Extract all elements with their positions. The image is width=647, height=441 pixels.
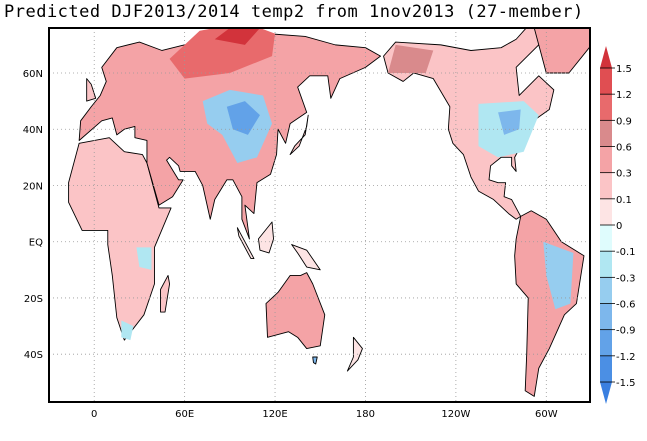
land-layer bbox=[68, 28, 590, 397]
great-britain-landmass bbox=[86, 78, 97, 102]
colorbar-label: 1.2 bbox=[616, 90, 632, 101]
colorbar-label: -1.2 bbox=[616, 352, 636, 363]
new-guinea-landmass bbox=[291, 244, 321, 271]
colorbar-swatch bbox=[600, 198, 612, 226]
colorbar-swatch bbox=[600, 303, 612, 331]
colorbar-swatch bbox=[600, 329, 612, 357]
colorbar-swatch bbox=[600, 355, 612, 383]
lat-tick-label: 20S bbox=[24, 294, 43, 305]
lon-tick-label: 180 bbox=[356, 409, 375, 420]
colorbar-label: -0.3 bbox=[616, 273, 636, 284]
lat-tick-label: 20N bbox=[23, 181, 43, 192]
lon-tick-label: 120E bbox=[262, 409, 287, 420]
colorbar-label: -0.9 bbox=[616, 326, 636, 337]
map-frame bbox=[48, 27, 591, 403]
lat-tick-label: 60N bbox=[23, 69, 43, 80]
arctic-strong-anomaly bbox=[214, 28, 260, 45]
north-america-landmass bbox=[383, 28, 557, 220]
east-africa-cold-anomaly bbox=[136, 247, 152, 270]
colorbar-upper-arrow bbox=[600, 46, 612, 68]
tasmania-landmass bbox=[312, 356, 318, 365]
colorbar-lower-arrow bbox=[600, 382, 612, 404]
lat-tick-label: EQ bbox=[29, 238, 43, 249]
southern-africa-cold-anomaly bbox=[121, 320, 134, 341]
colorbar-label: 0.9 bbox=[616, 116, 632, 127]
colorbar-label: -0.1 bbox=[616, 247, 636, 258]
brazil-cold-anomaly bbox=[543, 241, 574, 310]
lat-tick-label: 40S bbox=[24, 350, 43, 361]
great-lakes-cold-core bbox=[498, 109, 521, 135]
central-asia-core-cold bbox=[226, 101, 260, 135]
colorbar-swatch bbox=[600, 251, 612, 278]
colorbar-label: 1.5 bbox=[616, 64, 632, 75]
colorbar-label: 0.6 bbox=[616, 143, 632, 154]
colorbar-swatch bbox=[600, 172, 612, 200]
greenland-landmass bbox=[533, 28, 590, 74]
colorbar-swatch bbox=[600, 68, 612, 95]
colorbar-swatch bbox=[600, 146, 612, 174]
lon-tick-label: 60W bbox=[535, 409, 558, 420]
colorbar-label: 0 bbox=[616, 221, 622, 232]
colorbar-label: 0.3 bbox=[616, 169, 632, 180]
borneo-landmass bbox=[258, 221, 274, 254]
sumatra-landmass bbox=[236, 227, 255, 260]
colorbar-swatch bbox=[600, 277, 612, 304]
colorbar-label: -1.5 bbox=[616, 378, 636, 389]
colorbar-label: 0.1 bbox=[616, 195, 632, 206]
japan-landmass bbox=[289, 114, 309, 155]
colorbar-swatch bbox=[600, 94, 612, 121]
lon-tick-label: 60E bbox=[175, 409, 194, 420]
colorbar-swatch bbox=[600, 120, 612, 147]
madagascar-landmass bbox=[160, 275, 171, 313]
alaska-warm-anomaly bbox=[388, 44, 434, 73]
south-america-landmass bbox=[514, 210, 585, 397]
new-zealand-landmass bbox=[346, 336, 363, 372]
lat-tick-label: 40N bbox=[23, 125, 43, 136]
colorbar-label: -0.6 bbox=[616, 300, 636, 311]
map-title: Predicted DJF2013/2014 temp2 from 1nov20… bbox=[4, 2, 584, 22]
lon-tick-label: 120W bbox=[441, 409, 470, 420]
colorbar-swatch bbox=[600, 225, 612, 252]
australia-landmass bbox=[265, 272, 326, 350]
colorbar: 1.5 1.2 0.9 0.6 0.3 0.1 0 -0.1 -0.3 -0.6 -0.9 -1.2 -… bbox=[600, 46, 636, 404]
lon-tick-label: 0 bbox=[91, 409, 97, 420]
